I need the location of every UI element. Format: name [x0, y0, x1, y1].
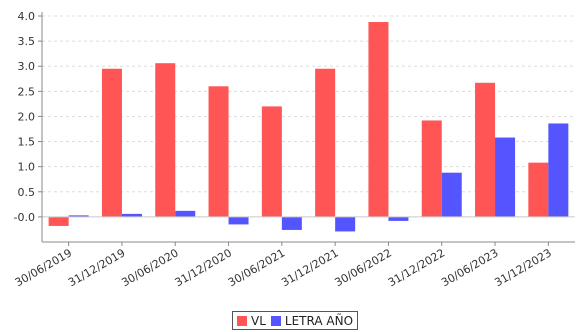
bar-letra-ano [281, 216, 302, 230]
x-tick-label: 30/06/2023 [439, 246, 500, 289]
x-tick-label: 31/12/2019 [66, 246, 127, 289]
y-tick-label: 2.0 [18, 110, 36, 123]
bar-vl [208, 86, 229, 217]
y-tick-label: 1.0 [18, 161, 36, 174]
y-tick-label: 3.0 [18, 60, 36, 73]
bar-vl [315, 68, 336, 217]
y-tick-label: 0.5 [18, 186, 36, 199]
y-tick-label: 1.5 [18, 136, 36, 149]
bar-letra-ano [68, 215, 89, 217]
bar-letra-ano [441, 172, 462, 217]
x-tick-label: 30/06/2022 [333, 246, 394, 289]
bar-vl [475, 82, 496, 217]
legend-item-letra-ano: LETRA AÑO [270, 313, 354, 328]
y-tick-label: -0.0 [14, 211, 35, 224]
y-tick-label: 3.5 [18, 35, 36, 48]
bar-letra-ano [175, 210, 196, 217]
x-tick-label: 30/06/2019 [13, 246, 74, 289]
bar-vl [48, 216, 69, 226]
y-tick-labels: -0.0 0.5 1.0 1.5 2.0 2.5 3.0 3.5 4.0 [14, 10, 35, 224]
legend-swatch-letra-ano [270, 315, 281, 326]
legend-label-vl: VL [251, 313, 266, 328]
x-tick-label: 31/12/2021 [279, 246, 340, 289]
y-tick-label: 4.0 [18, 10, 36, 23]
x-tick-label: 30/06/2020 [119, 246, 180, 289]
bar-vl [261, 106, 282, 217]
axes [38, 12, 575, 246]
x-tick-label: 31/12/2023 [492, 246, 553, 289]
bar-vl [528, 162, 549, 217]
bar-vl [155, 63, 176, 217]
bar-letra-ano [548, 123, 569, 217]
bar-letra-ano [228, 216, 249, 225]
x-tick-label: 31/12/2022 [386, 246, 447, 289]
legend-item-vl: VL [237, 314, 266, 328]
x-tick-label: 31/12/2020 [173, 246, 234, 289]
legend-swatch-vl [237, 315, 247, 326]
legend: VL LETRA AÑO [232, 311, 359, 330]
legend-label-letra-ano: LETRA AÑO [284, 313, 354, 328]
bar-vl [368, 22, 389, 217]
bar-letra-ano [121, 213, 142, 217]
x-tick-labels: 30/06/201931/12/201930/06/202031/12/2020… [13, 246, 554, 289]
bar-letra-ano [495, 137, 516, 217]
bar-vl [421, 120, 442, 217]
y-tick-label: 2.5 [18, 85, 36, 98]
bar-vl [101, 68, 122, 217]
bar-letra-ano [335, 216, 356, 232]
bars [48, 22, 569, 232]
x-tick-label: 30/06/2021 [226, 246, 287, 289]
bar-letra-ano [388, 216, 409, 221]
